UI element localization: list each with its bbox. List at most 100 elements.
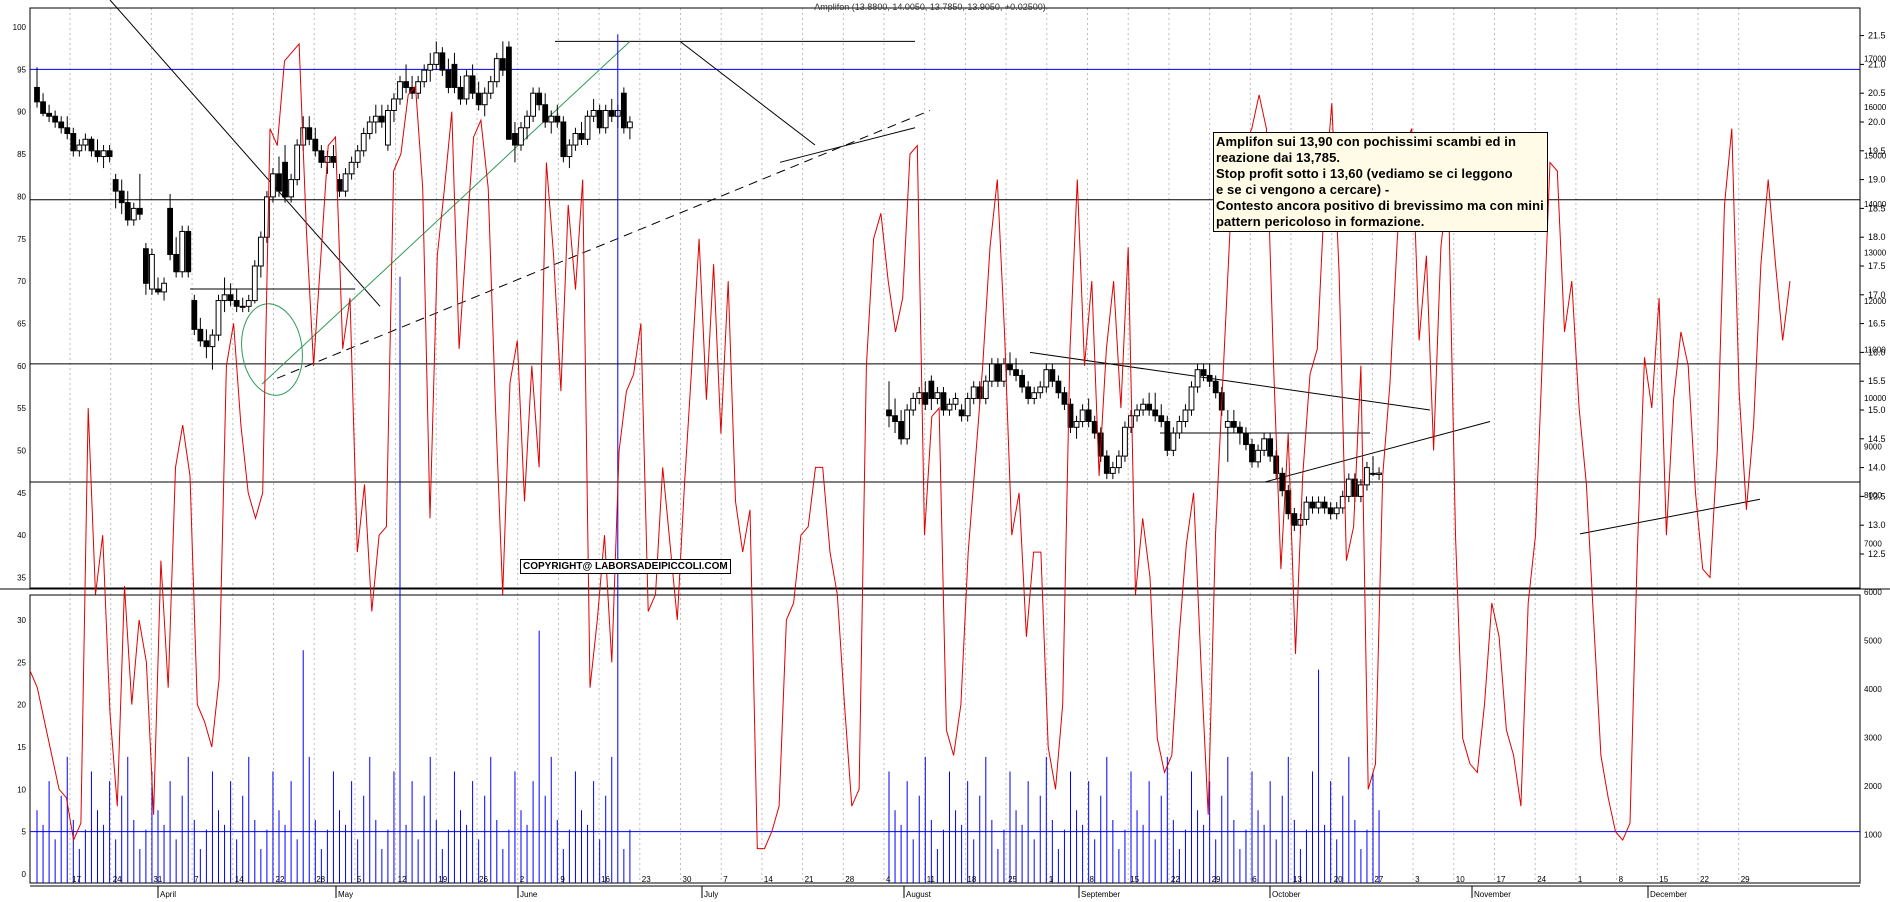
day-label: 10 [1456, 875, 1465, 884]
pre-gap-candle [457, 86, 464, 100]
post-gap-candle [1013, 369, 1019, 376]
pre-gap-candle [421, 69, 428, 83]
post-gap-candle [1164, 421, 1171, 451]
day-label: 27 [1374, 875, 1383, 884]
pre-gap-candle [233, 300, 240, 307]
month-label: May [338, 890, 353, 899]
oscillator-tick-label: 15 [17, 743, 26, 752]
oscillator-series [29, 42, 1791, 850]
pre-gap-candle [536, 92, 543, 106]
price-tick-label: 18.5 [1868, 203, 1886, 213]
pre-gap-candle [276, 173, 282, 192]
pre-gap-candle [530, 92, 537, 117]
price-tick-label: 19.0 [1868, 175, 1886, 185]
pre-gap-candle [627, 121, 633, 129]
pre-gap-candle [330, 156, 337, 163]
pre-gap-candle [282, 161, 288, 198]
post-gap-candle [1370, 472, 1376, 475]
day-label: 3 [1415, 875, 1420, 884]
price-tick-label: 16.5 [1868, 319, 1886, 329]
pre-gap-candle [306, 127, 313, 140]
day-label: 21 [805, 875, 814, 884]
pre-gap-candle [203, 340, 210, 348]
volume-tick-label: 2000 [1864, 782, 1882, 791]
pre-gap-candle [342, 173, 349, 192]
post-gap-candle [898, 421, 905, 440]
pre-gap-candle [46, 112, 53, 117]
volume-tick-label: 13000 [1864, 249, 1887, 258]
price-tick-label: 17.5 [1868, 261, 1886, 271]
pre-gap-candle [288, 179, 295, 198]
post-gap-candle [988, 363, 995, 382]
pre-gap-candle [58, 121, 65, 129]
post-gap-candle [1243, 432, 1249, 446]
price-tick-label: 18.0 [1868, 232, 1886, 242]
day-label: 1 [1578, 875, 1583, 884]
pre-gap-candle [52, 115, 59, 123]
day-label: 8 [1090, 875, 1095, 884]
post-gap-candle [910, 397, 917, 411]
post-gap-candle [946, 403, 953, 411]
pre-gap-candle [584, 115, 591, 140]
day-label: 14 [764, 875, 773, 884]
pre-gap-candle [318, 150, 325, 163]
oscillator-tick-label: 75 [17, 235, 26, 244]
pre-gap-candle [385, 109, 391, 146]
post-gap-candle [1176, 421, 1183, 434]
post-gap-candle [940, 392, 947, 411]
post-gap-candle [1007, 363, 1013, 371]
trendlines [109, 0, 1761, 535]
post-gap-candle [1116, 455, 1122, 469]
pre-gap-candle [179, 230, 186, 273]
pre-gap-candle [499, 58, 506, 71]
post-gap-candle [1321, 501, 1328, 509]
pre-gap-candle [136, 207, 143, 215]
price-panel-frame [29, 7, 1861, 589]
day-label: 28 [316, 875, 325, 884]
oscillator-tick-label: 30 [17, 616, 26, 625]
trendline-9 [1579, 498, 1761, 535]
month-label: June [520, 890, 538, 899]
price-tick-label: 21.0 [1868, 59, 1886, 69]
pre-gap-candle [173, 253, 180, 273]
post-gap-candle [1206, 374, 1213, 382]
oscillator-tick-label: 20 [17, 701, 26, 710]
pre-gap-candle [348, 161, 355, 175]
pre-gap-candle [378, 115, 385, 123]
trendline-1 [261, 40, 631, 385]
oscillator-tick-label: 40 [17, 531, 26, 540]
month-label: November [1474, 890, 1511, 899]
pre-gap-candle [602, 109, 609, 129]
day-label: 14 [235, 875, 244, 884]
pre-gap-candle [487, 81, 494, 94]
oscillator-tick-label: 100 [13, 23, 27, 32]
pre-gap-candle [64, 127, 71, 135]
price-tick-label: 19.5 [1868, 146, 1886, 156]
post-gap-candle [1182, 409, 1189, 423]
post-gap-candle [1103, 455, 1110, 474]
day-label: 12 [398, 875, 407, 884]
oscillator-tick-label: 50 [17, 447, 26, 456]
oscillator-tick-label: 80 [17, 192, 26, 201]
day-label: 8 [1619, 875, 1624, 884]
price-tick-label: 21.5 [1868, 31, 1886, 41]
pre-gap-candle [518, 127, 524, 146]
price-tick-label: 14.0 [1868, 463, 1886, 473]
pre-gap-candle [270, 173, 276, 198]
price-tick-label: 15.5 [1868, 376, 1886, 386]
post-gap-candle [904, 409, 911, 440]
post-gap-candle [1085, 409, 1092, 423]
pre-gap-candle [427, 63, 434, 71]
volume-axis: 1000 2000 3000 4000 5000 6000 7000 8000 9000 1000… [1864, 55, 1887, 840]
post-gap-candle [1158, 415, 1165, 423]
price-tick-label: 20.0 [1868, 117, 1886, 127]
day-label: 22 [1171, 875, 1180, 884]
pre-gap-candle [155, 288, 161, 293]
post-gap-candle [1255, 449, 1261, 463]
pre-gap-candle [124, 202, 131, 221]
post-gap-candle [1315, 501, 1322, 509]
pre-gap-candle [566, 144, 573, 158]
post-gap-candle [952, 397, 959, 405]
volume-tick-label: 12000 [1864, 297, 1887, 306]
volume-tick-label: 11000 [1864, 346, 1886, 355]
